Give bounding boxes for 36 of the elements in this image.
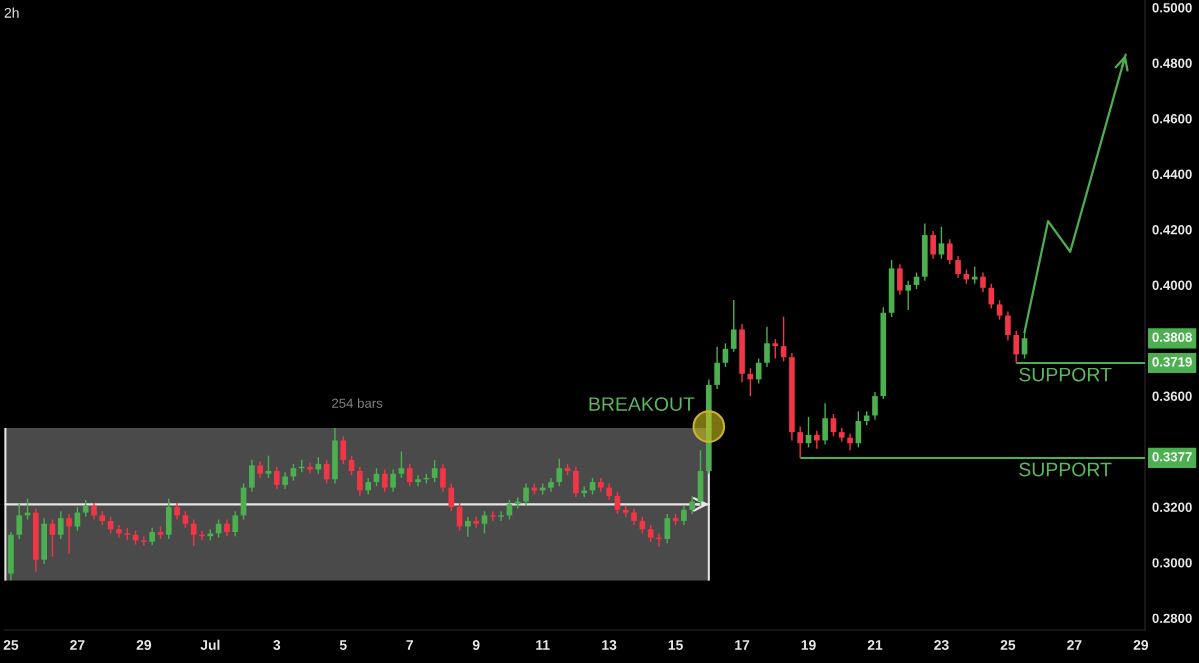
x-tick-label: 19 bbox=[801, 640, 816, 650]
y-tick-label: 0.3200 bbox=[1152, 502, 1192, 512]
x-tick-label: 29 bbox=[1133, 640, 1149, 650]
x-tick-label: 25 bbox=[1000, 640, 1016, 650]
chart-title: 2h bbox=[4, 7, 19, 18]
x-tick-label: 7 bbox=[406, 640, 413, 650]
x-tick-label: 29 bbox=[136, 640, 152, 650]
x-tick-label: 3 bbox=[273, 640, 281, 650]
ref-line-label: SUPPORT bbox=[1019, 367, 1112, 382]
x-tick-label: 9 bbox=[472, 640, 480, 650]
y-tick-label: 0.4000 bbox=[1152, 280, 1192, 290]
x-tick-label: Jul bbox=[200, 639, 220, 650]
text: 0.3808 bbox=[1152, 332, 1192, 342]
y-tick-label: 0.4600 bbox=[1152, 114, 1192, 124]
x-tick-label: 21 bbox=[867, 640, 883, 650]
y-tick-label: 0.4200 bbox=[1152, 225, 1192, 235]
band-label: 254 bars bbox=[332, 398, 383, 408]
y-tick-label: 0.5000 bbox=[1152, 3, 1192, 13]
x-tick-label: 17 bbox=[735, 640, 750, 650]
x-tick-label: 15 bbox=[668, 640, 683, 650]
annotation: 0.3377 bbox=[1152, 452, 1192, 462]
x-tick-label: 25 bbox=[3, 640, 19, 650]
annotation: BREAKOUT bbox=[589, 397, 695, 411]
y-tick-label: 0.4400 bbox=[1152, 169, 1192, 179]
y-tick-label: 0.4800 bbox=[1152, 58, 1192, 68]
y-tick-label: 0.2800 bbox=[1152, 613, 1192, 623]
x-tick-label: 27 bbox=[1067, 640, 1082, 650]
x-tick-label: 23 bbox=[934, 640, 949, 650]
ref-line-label: SUPPORT bbox=[1019, 462, 1112, 477]
x-tick-label: 5 bbox=[339, 640, 347, 650]
y-tick-label: 0.3600 bbox=[1152, 391, 1192, 401]
x-tick-label: 13 bbox=[602, 640, 617, 650]
x-tick-label: 11 bbox=[536, 640, 550, 650]
annotation: 0.3719 bbox=[1152, 357, 1192, 367]
x-tick-label: 27 bbox=[70, 640, 85, 650]
y-tick-label: 0.3000 bbox=[1152, 558, 1192, 568]
